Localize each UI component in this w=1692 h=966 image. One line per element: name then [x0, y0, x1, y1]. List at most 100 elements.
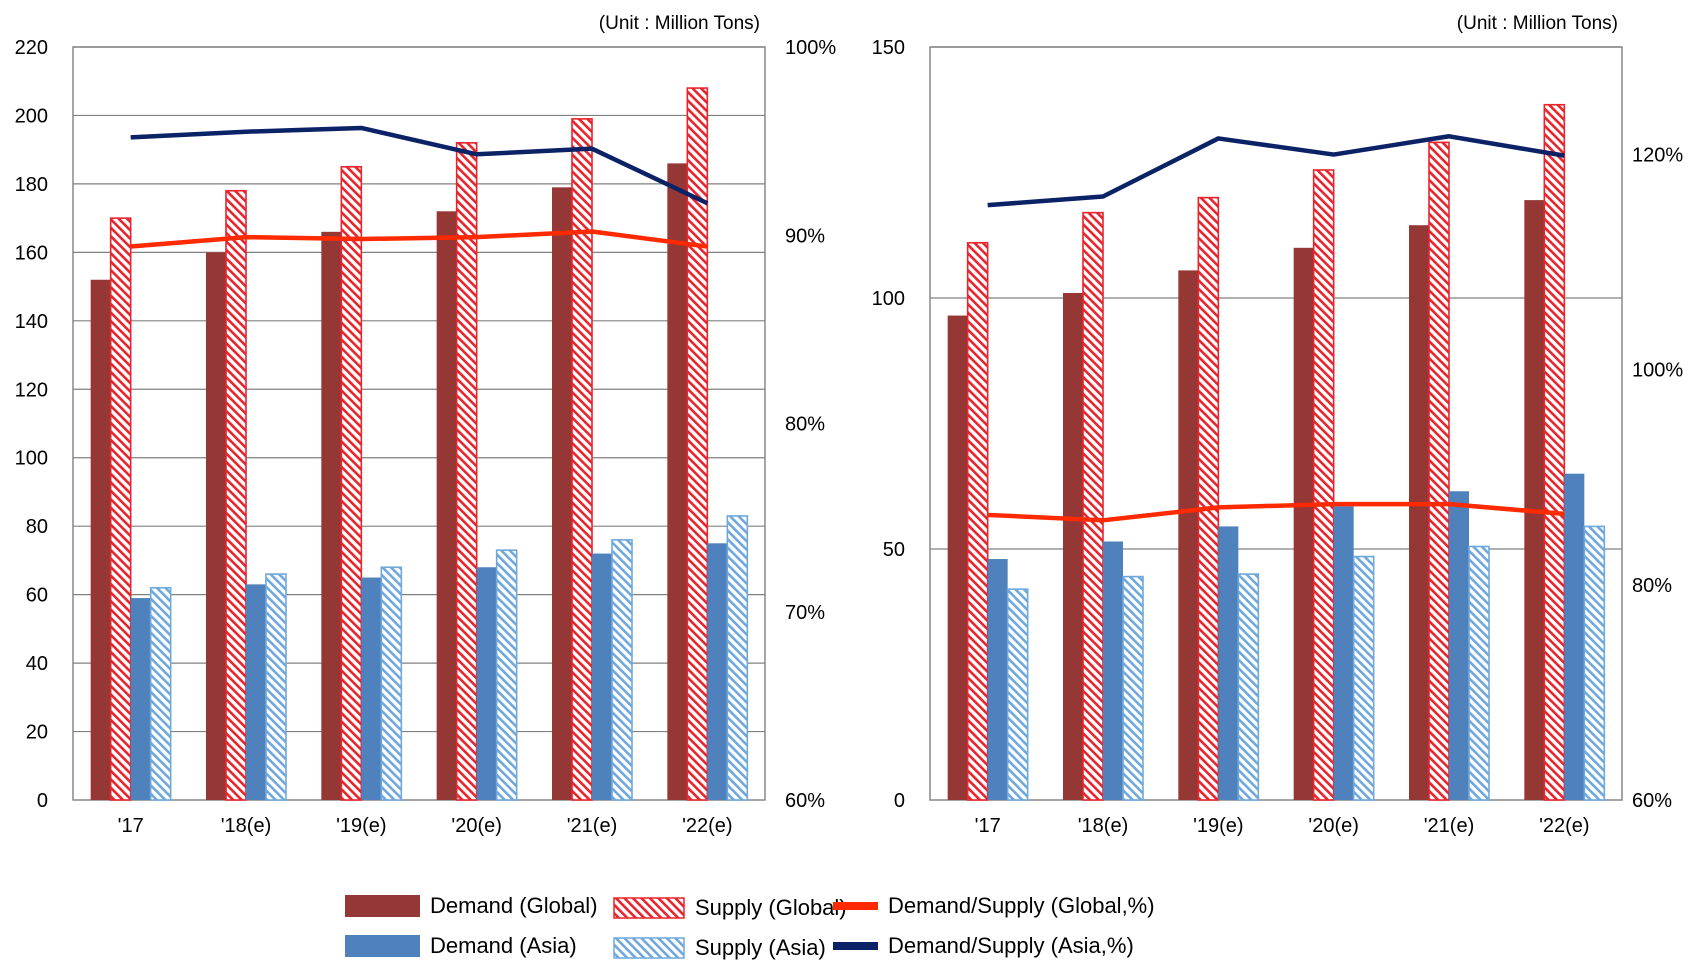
- y-tick-label: 180: [15, 174, 48, 196]
- x-tick-label: '19(e): [336, 815, 387, 837]
- legend-item-supply-global: Supply (Global): [613, 895, 847, 921]
- y2-tick-label: 80%: [785, 414, 825, 436]
- x-tick-label: '17: [975, 815, 1001, 837]
- line-ratio-global: [130, 229, 708, 249]
- bar-demand-asia: [1449, 491, 1469, 800]
- x-tick-label: '22(e): [682, 815, 733, 837]
- x-tick-label: '21(e): [567, 815, 618, 837]
- y2-tick-label: 90%: [785, 225, 825, 247]
- y2-tick-label: 70%: [785, 602, 825, 624]
- legend-swatch-supply-asia: [613, 937, 685, 959]
- bar-supply-asia: [1468, 545, 1490, 801]
- chart-canvas: 0 20 40 60 80 100 120 140 160 180 200 220 60% 70% 80% 9…: [15, 13, 1684, 837]
- y2-tick-label: 60%: [785, 790, 825, 812]
- bar-demand-asia: [476, 567, 497, 800]
- bar-supply-asia: [1237, 573, 1260, 801]
- line-ratio-global: [987, 501, 1565, 523]
- bar-supply-asia: [1006, 588, 1029, 801]
- y-tick-label: 20: [26, 722, 48, 744]
- legend-label: Demand (Global): [430, 893, 598, 918]
- bar-demand-global: [436, 211, 457, 801]
- bar-demand-asia: [987, 559, 1008, 800]
- bar-supply-global: [1197, 196, 1220, 801]
- y-tick-label: 60: [26, 585, 48, 607]
- bar-supply-global: [571, 118, 593, 801]
- y2-tick-label: 100%: [785, 37, 836, 59]
- x-tick-label: '18(e): [1078, 815, 1129, 837]
- legend-swatch-supply-global: [613, 897, 685, 919]
- chart-panel-1: 0 20 40 60 80 100 120 140 160 180 200 220 60% 70% 80% 9…: [15, 13, 837, 837]
- bar-demand-asia: [707, 543, 728, 800]
- x-tick-label: '18(e): [221, 815, 272, 837]
- unit-label: (Unit : Million Tons): [1457, 13, 1618, 34]
- bar-demand-global: [947, 315, 968, 800]
- bar-demand-global: [206, 252, 226, 800]
- unit-label: (Unit : Million Tons): [599, 13, 760, 34]
- y-tick-label: 40: [26, 653, 48, 675]
- bar-supply-global: [1082, 211, 1104, 801]
- y-tick-label: 100: [15, 448, 48, 470]
- bar-supply-asia: [265, 573, 287, 801]
- legend-item-ratio-global: Demand/Supply (Global,%): [833, 893, 1155, 919]
- bar-demand-global: [1178, 270, 1199, 800]
- bar-supply-global: [109, 217, 132, 801]
- legend-item-ratio-asia: Demand/Supply (Asia,%): [833, 933, 1134, 959]
- bar-supply-global: [1543, 103, 1566, 801]
- y2-tick-label: 60%: [1632, 790, 1672, 812]
- legend-item-supply-asia: Supply (Asia): [613, 935, 826, 961]
- bar-supply-global: [686, 87, 709, 801]
- x-tick-label: '22(e): [1539, 815, 1590, 837]
- bar-supply-global: [455, 142, 478, 801]
- y-tick-label: 220: [15, 37, 48, 59]
- bar-supply-asia: [611, 539, 633, 801]
- y-tick-label: 150: [872, 37, 905, 59]
- bar-demand-global: [1524, 200, 1545, 801]
- legend-swatch-demand-asia: [345, 935, 420, 957]
- bar-demand-asia: [361, 577, 382, 800]
- bar-demand-asia: [1333, 506, 1354, 800]
- bar-supply-asia: [1583, 525, 1606, 801]
- legend-label: Demand/Supply (Asia,%): [888, 933, 1134, 958]
- bar-demand-asia: [130, 598, 151, 800]
- bar-demand-global: [667, 163, 688, 800]
- bar-supply-asia: [495, 549, 518, 801]
- y-tick-label: 0: [37, 790, 48, 812]
- legend-item-demand-global: Demand (Global): [345, 893, 598, 919]
- y-tick-label: 120: [15, 379, 48, 401]
- bar-supply-asia: [1352, 555, 1375, 801]
- y2-tick-label: 100%: [1632, 360, 1683, 382]
- bar-demand-global: [321, 231, 342, 800]
- chart-legend: Demand (Global) Supply (Global) Demand/S…: [345, 885, 1245, 965]
- y2-tick-label: 80%: [1632, 575, 1672, 597]
- legend-item-demand-asia: Demand (Asia): [345, 933, 577, 959]
- bar-supply-global: [225, 189, 247, 801]
- legend-swatch-demand-global: [345, 895, 420, 917]
- y-tick-label: 50: [883, 539, 905, 561]
- legend-label: Supply (Asia): [695, 935, 826, 960]
- y-tick-label: 140: [15, 311, 48, 333]
- bar-supply-global: [966, 241, 989, 801]
- legend-swatch-ratio-asia: [833, 942, 878, 950]
- plot-frame: [72, 46, 766, 801]
- bar-supply-asia: [380, 566, 403, 801]
- x-tick-label: '21(e): [1424, 815, 1475, 837]
- bar-demand-global: [1293, 247, 1314, 801]
- bar-demand-asia: [592, 553, 612, 800]
- x-tick-label: '20(e): [1308, 815, 1359, 837]
- bar-demand-asia: [246, 584, 266, 800]
- line-ratio-asia: [130, 125, 709, 206]
- y-tick-label: 0: [894, 790, 905, 812]
- bar-demand-global: [1409, 225, 1429, 800]
- x-tick-label: '19(e): [1193, 815, 1244, 837]
- y-tick-label: 160: [15, 242, 48, 264]
- y-tick-label: 100: [872, 288, 905, 310]
- legend-label: Demand/Supply (Global,%): [888, 893, 1155, 918]
- bar-supply-global: [1312, 169, 1335, 801]
- bar-demand-asia: [1564, 473, 1585, 800]
- bar-demand-asia: [1103, 541, 1123, 800]
- y2-tick-label: 120%: [1632, 145, 1683, 167]
- legend-swatch-ratio-global: [833, 902, 878, 910]
- y-tick-label: 200: [15, 105, 48, 127]
- chart-panel-2: 0 50 100 150 60% 80% 100% 120% (Unit : Million T…: [872, 13, 1684, 837]
